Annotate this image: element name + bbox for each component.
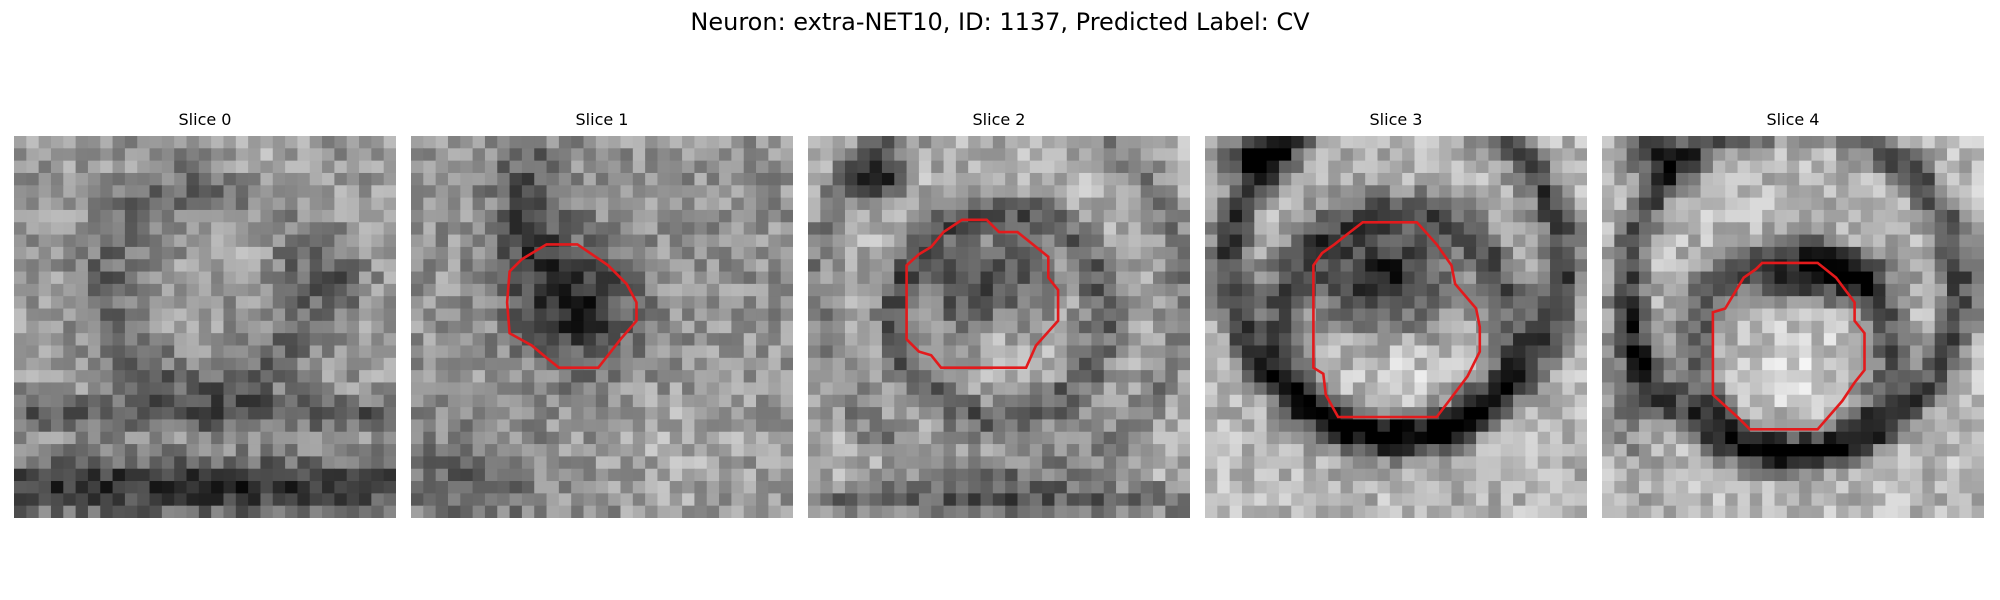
slice-panel-0: Slice 0	[14, 108, 396, 518]
slice-title: Slice 4	[1766, 110, 1820, 129]
slice-image	[14, 136, 396, 518]
slice-panel-3: Slice 3	[1205, 108, 1587, 518]
slice-panel-4: Slice 4	[1602, 108, 1984, 518]
slice-title: Slice 2	[972, 110, 1026, 129]
slice-title: Slice 1	[575, 110, 629, 129]
slice-pixel-grid	[14, 136, 396, 518]
predicted-contour	[1312, 221, 1482, 419]
slice-pixel-grid	[1602, 136, 1984, 518]
slice-pixel-grid	[1205, 136, 1587, 518]
predicted-contour	[505, 243, 638, 369]
slice-image	[1602, 136, 1984, 518]
predicted-contour	[905, 218, 1060, 369]
slice-panel-1: Slice 1	[411, 108, 793, 518]
slice-panel-2: Slice 2	[808, 108, 1190, 518]
slice-title: Slice 0	[178, 110, 232, 129]
slice-title: Slice 3	[1369, 110, 1423, 129]
slice-image	[808, 136, 1190, 518]
slice-image	[411, 136, 793, 518]
predicted-contour	[1711, 261, 1866, 431]
slice-image	[1205, 136, 1587, 518]
figure-title: Neuron: extra-NET10, ID: 1137, Predicted…	[690, 8, 1310, 36]
slice-pixel-grid	[411, 136, 793, 518]
slice-pixel-grid	[808, 136, 1190, 518]
